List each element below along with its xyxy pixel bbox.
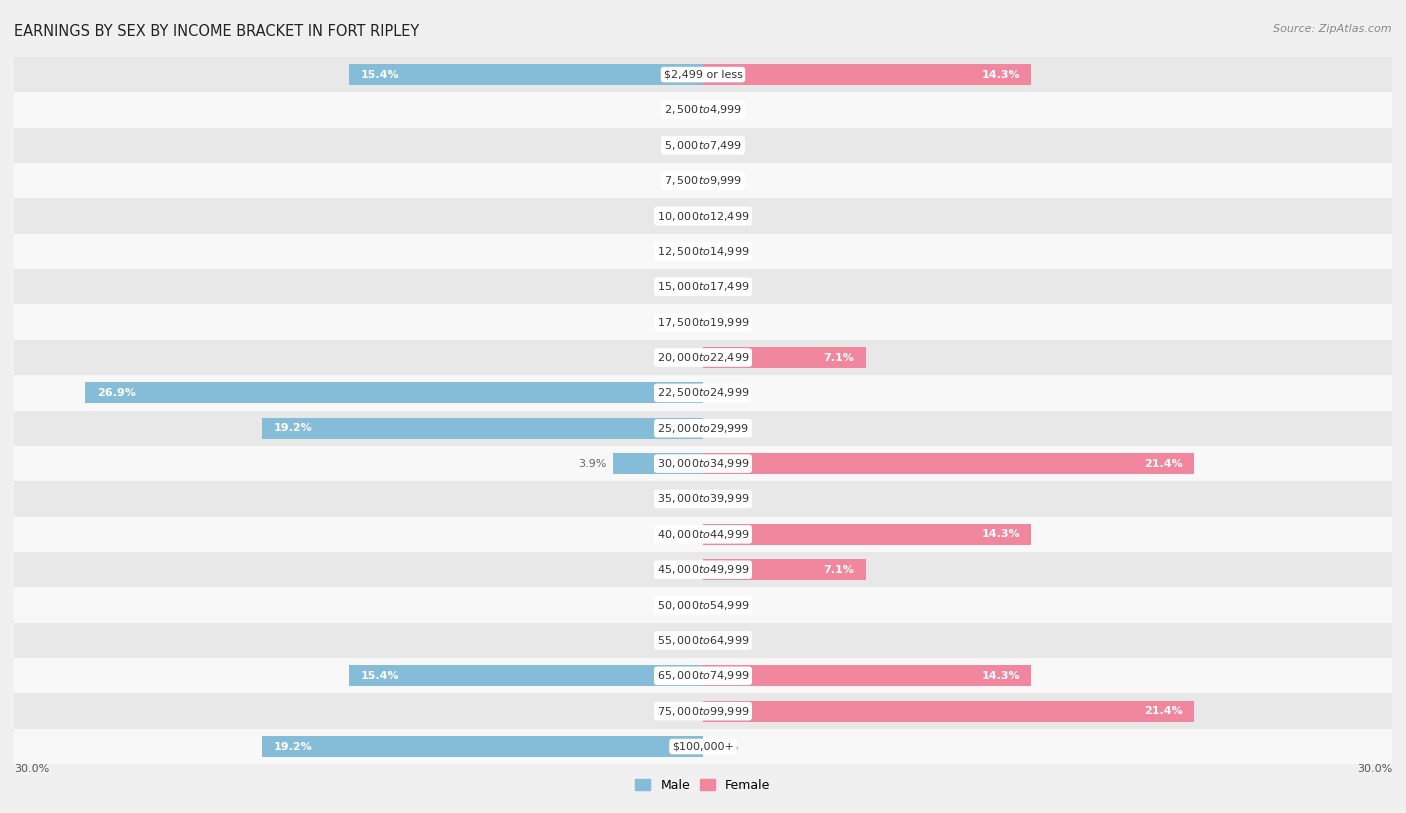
Text: $2,500 to $4,999: $2,500 to $4,999 [664,103,742,116]
Text: 0.0%: 0.0% [668,176,696,185]
Bar [703,524,1032,545]
Text: 7.1%: 7.1% [824,565,855,575]
Bar [14,517,1392,552]
Text: 19.2%: 19.2% [274,424,312,433]
Text: 0.0%: 0.0% [710,636,738,646]
Text: 0.0%: 0.0% [710,141,738,150]
Text: 19.2%: 19.2% [274,741,312,751]
Bar [703,665,1032,686]
Bar [14,128,1392,163]
Text: $25,000 to $29,999: $25,000 to $29,999 [657,422,749,435]
Bar [262,736,703,757]
Text: 0.0%: 0.0% [710,317,738,327]
Text: $75,000 to $99,999: $75,000 to $99,999 [657,705,749,718]
Text: 30.0%: 30.0% [1357,764,1392,774]
Bar [349,665,703,686]
Text: 0.0%: 0.0% [668,282,696,292]
Bar [349,64,703,85]
Text: $45,000 to $49,999: $45,000 to $49,999 [657,563,749,576]
Text: 14.3%: 14.3% [981,70,1019,80]
Text: $2,499 or less: $2,499 or less [664,70,742,80]
Text: $65,000 to $74,999: $65,000 to $74,999 [657,669,749,682]
Text: 0.0%: 0.0% [668,600,696,610]
Text: $12,500 to $14,999: $12,500 to $14,999 [657,245,749,258]
Text: $7,500 to $9,999: $7,500 to $9,999 [664,174,742,187]
Text: 15.4%: 15.4% [361,70,399,80]
Bar [703,701,1195,722]
Text: 21.4%: 21.4% [1144,459,1182,468]
Text: 0.0%: 0.0% [710,388,738,398]
Bar [14,198,1392,234]
Text: $5,000 to $7,499: $5,000 to $7,499 [664,139,742,152]
Text: 0.0%: 0.0% [668,494,696,504]
Text: 0.0%: 0.0% [668,353,696,363]
Text: 0.0%: 0.0% [710,246,738,256]
Legend: Male, Female: Male, Female [630,774,776,797]
Bar [14,729,1392,764]
Text: 0.0%: 0.0% [710,211,738,221]
Text: 0.0%: 0.0% [710,600,738,610]
Bar [262,418,703,439]
Text: Source: ZipAtlas.com: Source: ZipAtlas.com [1274,24,1392,34]
Bar [14,340,1392,375]
Text: 0.0%: 0.0% [668,211,696,221]
Text: 0.0%: 0.0% [668,706,696,716]
Text: 0.0%: 0.0% [710,424,738,433]
Bar [14,659,1392,693]
Text: 0.0%: 0.0% [668,636,696,646]
Bar [14,376,1392,411]
Bar [613,453,703,474]
Bar [14,693,1392,729]
Text: 0.0%: 0.0% [668,529,696,539]
Text: 0.0%: 0.0% [710,105,738,115]
Bar [14,481,1392,517]
Text: $100,000+: $100,000+ [672,741,734,751]
Text: $15,000 to $17,499: $15,000 to $17,499 [657,280,749,293]
Text: $17,500 to $19,999: $17,500 to $19,999 [657,315,749,328]
Text: $40,000 to $44,999: $40,000 to $44,999 [657,528,749,541]
Bar [703,64,1032,85]
Text: 14.3%: 14.3% [981,529,1019,539]
Bar [14,92,1392,128]
Text: 0.0%: 0.0% [668,565,696,575]
Bar [703,453,1195,474]
Text: EARNINGS BY SEX BY INCOME BRACKET IN FORT RIPLEY: EARNINGS BY SEX BY INCOME BRACKET IN FOR… [14,24,419,39]
Bar [14,163,1392,198]
Text: 15.4%: 15.4% [361,671,399,680]
Text: 0.0%: 0.0% [710,282,738,292]
Bar [14,233,1392,269]
Text: 0.0%: 0.0% [710,741,738,751]
Bar [14,446,1392,481]
Bar [14,269,1392,304]
Text: $20,000 to $22,499: $20,000 to $22,499 [657,351,749,364]
Bar [14,57,1392,92]
Bar [14,304,1392,340]
Text: $22,500 to $24,999: $22,500 to $24,999 [657,386,749,399]
Text: 0.0%: 0.0% [668,141,696,150]
Text: $10,000 to $12,499: $10,000 to $12,499 [657,210,749,223]
Text: 30.0%: 30.0% [14,764,49,774]
Bar [86,382,703,403]
Text: 0.0%: 0.0% [710,494,738,504]
Text: $35,000 to $39,999: $35,000 to $39,999 [657,493,749,506]
Text: $30,000 to $34,999: $30,000 to $34,999 [657,457,749,470]
Text: 0.0%: 0.0% [668,246,696,256]
Text: 7.1%: 7.1% [824,353,855,363]
Text: 0.0%: 0.0% [710,176,738,185]
Text: 0.0%: 0.0% [668,317,696,327]
Text: 3.9%: 3.9% [578,459,606,468]
Bar [14,552,1392,587]
Bar [14,411,1392,446]
Text: 14.3%: 14.3% [981,671,1019,680]
Bar [703,347,866,368]
Text: $55,000 to $64,999: $55,000 to $64,999 [657,634,749,647]
Bar [14,587,1392,623]
Bar [703,559,866,580]
Bar [14,623,1392,659]
Text: 26.9%: 26.9% [97,388,135,398]
Text: 0.0%: 0.0% [668,105,696,115]
Text: 21.4%: 21.4% [1144,706,1182,716]
Text: $50,000 to $54,999: $50,000 to $54,999 [657,598,749,611]
